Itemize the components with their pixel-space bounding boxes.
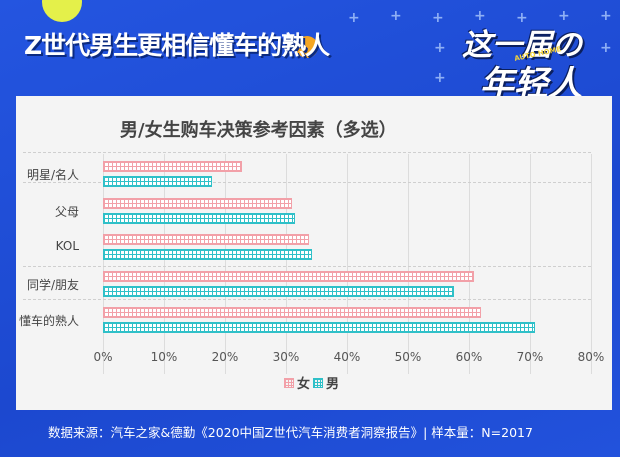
chart-panel: 男/女生购车决策参考因素（多选） 明星/名人父母 KOL 同学/朋友懂车的熟人 0%… [16,96,612,410]
gridline [591,154,592,374]
category-label: KOL [55,239,79,253]
tick-label: 80% [577,350,605,364]
bar-female [103,161,243,172]
source-note: 数据来源：汽车之家&德勤《2020中国Z世代汽车消费者洞察报告》| 样本量：N=… [48,425,533,440]
decor-circle [42,0,82,22]
chart-plot: 明星/名人父母 KOL 同学/朋友懂车的熟人 [19,152,592,374]
gridline [103,154,104,374]
bar-female [103,234,310,245]
logo: 这一届の AUTO HOME 年轻人 [462,20,612,106]
legend-swatch-female [284,377,294,388]
tick-label: 0% [93,350,113,364]
legend-label-female: 女 [297,377,311,392]
category-label: 父母 [54,204,79,219]
gridline [23,152,591,153]
gridline [23,182,591,183]
bar-female [103,197,293,209]
gridline [225,154,226,374]
bar-female [103,307,482,318]
logo-line1: 这一届の [462,28,582,63]
gridline [347,154,348,374]
page-title: Z世代男生更相信懂车的熟人 [24,31,330,60]
gridline [164,154,165,374]
gridline [286,154,287,374]
category-label: 明星/名人 [26,168,79,182]
chart-title: 男/女生购车决策参考因素（多选） [120,120,397,141]
decor-circle [296,36,318,58]
category-label: 同学/朋友 [26,277,79,292]
plus-icon: + [432,10,444,26]
bar-male [103,285,455,297]
bar-female [103,270,474,282]
category-label: 懂车的熟人 [18,314,79,328]
plus-icon: + [516,10,528,26]
tick-label: 60% [455,350,483,364]
legend-swatch-male [313,377,324,388]
bar-male [103,249,313,260]
bar-male [103,212,296,224]
tick-label: 30% [272,350,300,364]
plus-icon: + [474,8,486,24]
plus-icon: + [600,40,612,56]
gridline [23,299,591,300]
tick-label: 10% [150,350,178,364]
plus-icon: + [558,8,570,24]
gridline [469,154,470,374]
gridline [530,154,531,374]
plus-icon: + [600,8,612,24]
gridline [408,154,409,374]
bar-male [103,176,213,187]
tick-label: 70% [516,350,544,364]
plus-icon: + [434,70,446,86]
legend-label-male: 男 [326,377,340,392]
legend: 女 男 [284,373,339,392]
tick-label: 20% [211,350,239,364]
tick-label: 40% [333,350,361,364]
plus-icon: + [434,40,446,56]
tick-label: 50% [394,350,422,364]
plus-icon: + [390,8,402,24]
bar-male [103,322,536,333]
gridline [23,266,591,267]
plus-icon: + [348,10,360,26]
